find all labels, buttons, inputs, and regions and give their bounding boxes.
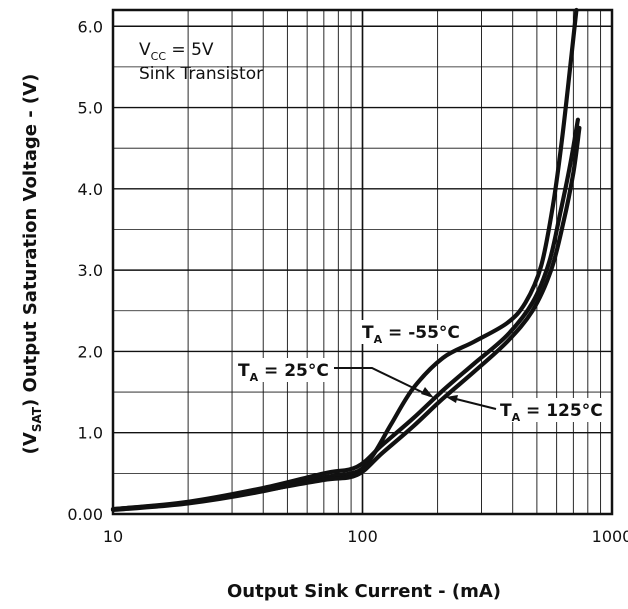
y-tick-label: 3.0 xyxy=(78,261,103,280)
y-tick-label: 2.0 xyxy=(78,342,103,361)
x-tick-label: 100 xyxy=(347,527,378,546)
label-125: TA = 125°C xyxy=(446,395,604,424)
plot-frame xyxy=(111,8,614,516)
grid xyxy=(112,10,613,515)
series-line-125 xyxy=(110,125,582,512)
series-lines xyxy=(110,7,582,512)
vcc-condition: VCC = 5V xyxy=(139,40,214,63)
y-tick-label: 5.0 xyxy=(78,99,103,118)
label-minus55: TA = -55°C xyxy=(360,320,460,346)
x-tick-label: 10 xyxy=(103,527,123,546)
svg-text:TA = 125°C: TA = 125°C xyxy=(500,401,603,424)
y-tick-label: 0.00 xyxy=(67,505,103,524)
series-line-minus55 xyxy=(110,7,579,512)
y-tick-label: 1.0 xyxy=(78,424,103,443)
y-tick-label: 4.0 xyxy=(78,180,103,199)
svg-text:TA = 25°C: TA = 25°C xyxy=(238,361,329,384)
x-tick-label: 1000 xyxy=(592,527,628,546)
series-line-25 xyxy=(110,117,580,512)
label-25: TA = 25°C xyxy=(236,358,434,398)
y-tick-label: 6.0 xyxy=(78,17,103,36)
y-axis-label: (VSAT) Output Saturation Voltage - (V) xyxy=(20,74,44,455)
tick-labels: 10 100 1000 0.00 1.0 2.0 3.0 4.0 5.0 6.0 xyxy=(67,17,628,546)
x-axis-label: Output Sink Current - (mA) xyxy=(227,581,501,602)
sink-transistor-condition: Sink Transistor xyxy=(139,64,263,84)
svg-text:TA = -55°C: TA = -55°C xyxy=(362,323,460,346)
